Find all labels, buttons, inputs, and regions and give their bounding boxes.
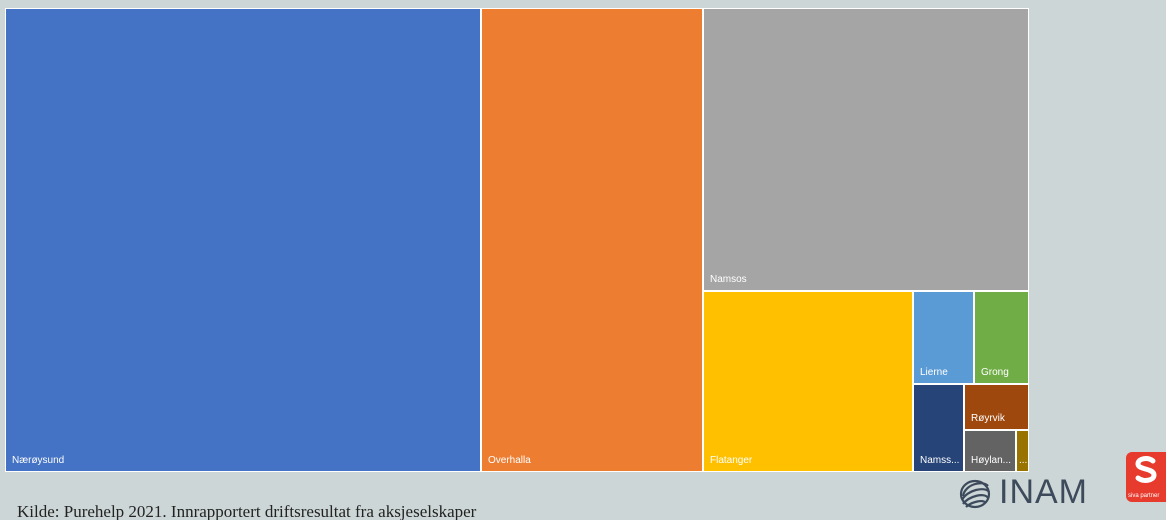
inam-logo-text: INAM [999, 473, 1088, 511]
treemap-tile-7: Røyrvik [964, 384, 1029, 430]
treemap-tile-0: Nærøysund [5, 8, 481, 472]
treemap-tile-label: Namss... [920, 455, 960, 466]
treemap-tile-2: Namsos [703, 8, 1029, 291]
treemap-tile-label: Røyrvik [971, 413, 1005, 424]
treemap-tile-label: Lierne [920, 367, 948, 378]
treemap-tile-6: Namss... [913, 384, 964, 472]
treemap-tile-1: Overhalla [481, 8, 703, 472]
treemap-chart: Nærøysund Overhalla Namsos Flatanger Lierne G… [5, 8, 1029, 472]
treemap-tile-8: Høylan... [964, 430, 1016, 472]
treemap-tile-9: ... [1016, 430, 1029, 472]
treemap-tile-5: Grong [974, 291, 1029, 384]
treemap-tile-label: ... [1019, 455, 1028, 466]
siva-s-icon [1135, 456, 1157, 483]
inam-logo: INAM [955, 472, 1115, 512]
treemap-tile-label: Grong [981, 367, 1009, 378]
treemap-tile-4: Lierne [913, 291, 974, 384]
siva-partner-logo: siva partner [1126, 452, 1166, 502]
siva-partner-text: siva partner [1128, 493, 1160, 499]
treemap-tile-label: Høylan... [971, 455, 1012, 466]
inam-globe-icon [959, 479, 991, 509]
treemap-tile-3: Flatanger [703, 291, 913, 472]
treemap-tile-label: Namsos [710, 274, 747, 285]
source-note: Kilde: Purehelp 2021. Innrapportert drif… [17, 502, 477, 520]
treemap-tile-label: Nærøysund [12, 455, 65, 466]
treemap-tile-label: Flatanger [710, 455, 753, 466]
treemap-tile-label: Overhalla [488, 455, 531, 466]
